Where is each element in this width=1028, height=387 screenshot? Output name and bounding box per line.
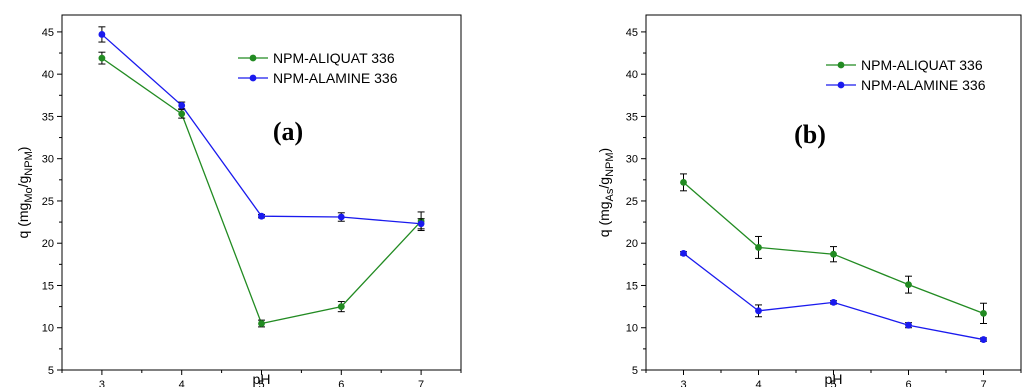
- plot-frame: [61, 14, 462, 371]
- legend-marker: [249, 54, 257, 62]
- y-tick-label: 10: [42, 323, 54, 335]
- y-axis-title-subscript: NPM: [604, 152, 616, 176]
- y-tick-label: 30: [626, 154, 638, 166]
- x-tick-label: 5: [258, 379, 264, 387]
- x-tick-label: 5: [830, 379, 836, 387]
- x-tick-label: 3: [99, 379, 105, 387]
- legend-label: NPM-ALAMINE 336: [861, 77, 986, 93]
- x-tick-label: 7: [418, 379, 424, 387]
- legend-label: NPM-ALIQUAT 336: [861, 57, 983, 73]
- y-axis-title-part: q (mg: [596, 201, 612, 237]
- x-tick-label: 7: [980, 379, 986, 387]
- x-tick-label: 4: [755, 379, 761, 387]
- y-axis-title-part: ): [15, 147, 31, 152]
- data-point: [417, 220, 425, 228]
- x-tick-label: 6: [905, 379, 911, 387]
- data-point: [178, 102, 186, 109]
- y-tick-label: 5: [632, 365, 638, 377]
- y-tick-label: 35: [626, 111, 638, 123]
- y-tick-label: 10: [626, 323, 638, 335]
- y-tick-label: 40: [42, 69, 54, 81]
- y-tick-label: 45: [626, 27, 638, 39]
- series-line: [101, 57, 422, 325]
- y-tick-label: 15: [626, 280, 638, 292]
- series-alamine-336: [98, 26, 425, 230]
- series-aliquat-336: [680, 173, 987, 325]
- y-tick-label: 25: [42, 196, 54, 208]
- data-point: [258, 212, 265, 220]
- y-axis-title: q (mgMo/gNPM): [15, 147, 35, 239]
- y-axis-title: q (mgAs/gNPM): [596, 148, 616, 237]
- y-axis-title-subscript: NPM: [23, 151, 35, 175]
- y-tick-label: 20: [42, 238, 54, 250]
- data-point: [980, 336, 987, 343]
- data-point: [830, 298, 837, 306]
- series-aliquat-336: [98, 51, 425, 328]
- y-tick-label: 20: [626, 238, 638, 250]
- panel-label: (a): [273, 117, 303, 146]
- legend-marker: [837, 61, 845, 69]
- x-axis-title: pH: [825, 371, 843, 387]
- data-point: [178, 110, 186, 118]
- y-tick-label: 15: [42, 280, 54, 292]
- y-axis-title-part: /g: [15, 176, 31, 188]
- data-point: [905, 321, 912, 329]
- x-axis-title: pH: [253, 371, 271, 387]
- data-point: [98, 31, 106, 38]
- x-tick-label: 4: [179, 379, 185, 387]
- x-tick-label: 3: [680, 379, 686, 387]
- y-tick-label: 5: [48, 365, 54, 377]
- y-axis-title-part: /g: [596, 177, 612, 189]
- x-tick-label: 6: [338, 379, 344, 387]
- y-axis-title-part: ): [596, 148, 612, 153]
- legend-marker: [249, 74, 257, 82]
- y-tick-label: 40: [626, 69, 638, 81]
- legend-label: NPM-ALAMINE 336: [273, 70, 398, 86]
- y-tick-label: 45: [42, 27, 54, 39]
- series-alamine-336: [680, 249, 987, 343]
- data-point: [337, 303, 345, 311]
- panel-label: (b): [794, 120, 826, 149]
- legend-marker: [837, 81, 845, 89]
- y-axis-title-subscript: As: [604, 188, 616, 201]
- data-point: [755, 244, 762, 251]
- data-point: [830, 250, 837, 258]
- y-axis-title-subscript: Mo: [23, 187, 35, 202]
- data-point: [337, 213, 345, 221]
- data-point: [258, 320, 265, 327]
- data-point: [680, 249, 687, 257]
- legend-label: NPM-ALIQUAT 336: [273, 50, 395, 66]
- y-tick-label: 25: [626, 196, 638, 208]
- data-point: [755, 307, 762, 315]
- data-point: [980, 309, 987, 317]
- y-tick-label: 30: [42, 154, 54, 166]
- data-point: [680, 178, 687, 186]
- data-point: [98, 54, 106, 62]
- y-axis-title-part: q (mg: [15, 203, 31, 239]
- y-tick-label: 35: [42, 111, 54, 123]
- data-point: [905, 281, 912, 289]
